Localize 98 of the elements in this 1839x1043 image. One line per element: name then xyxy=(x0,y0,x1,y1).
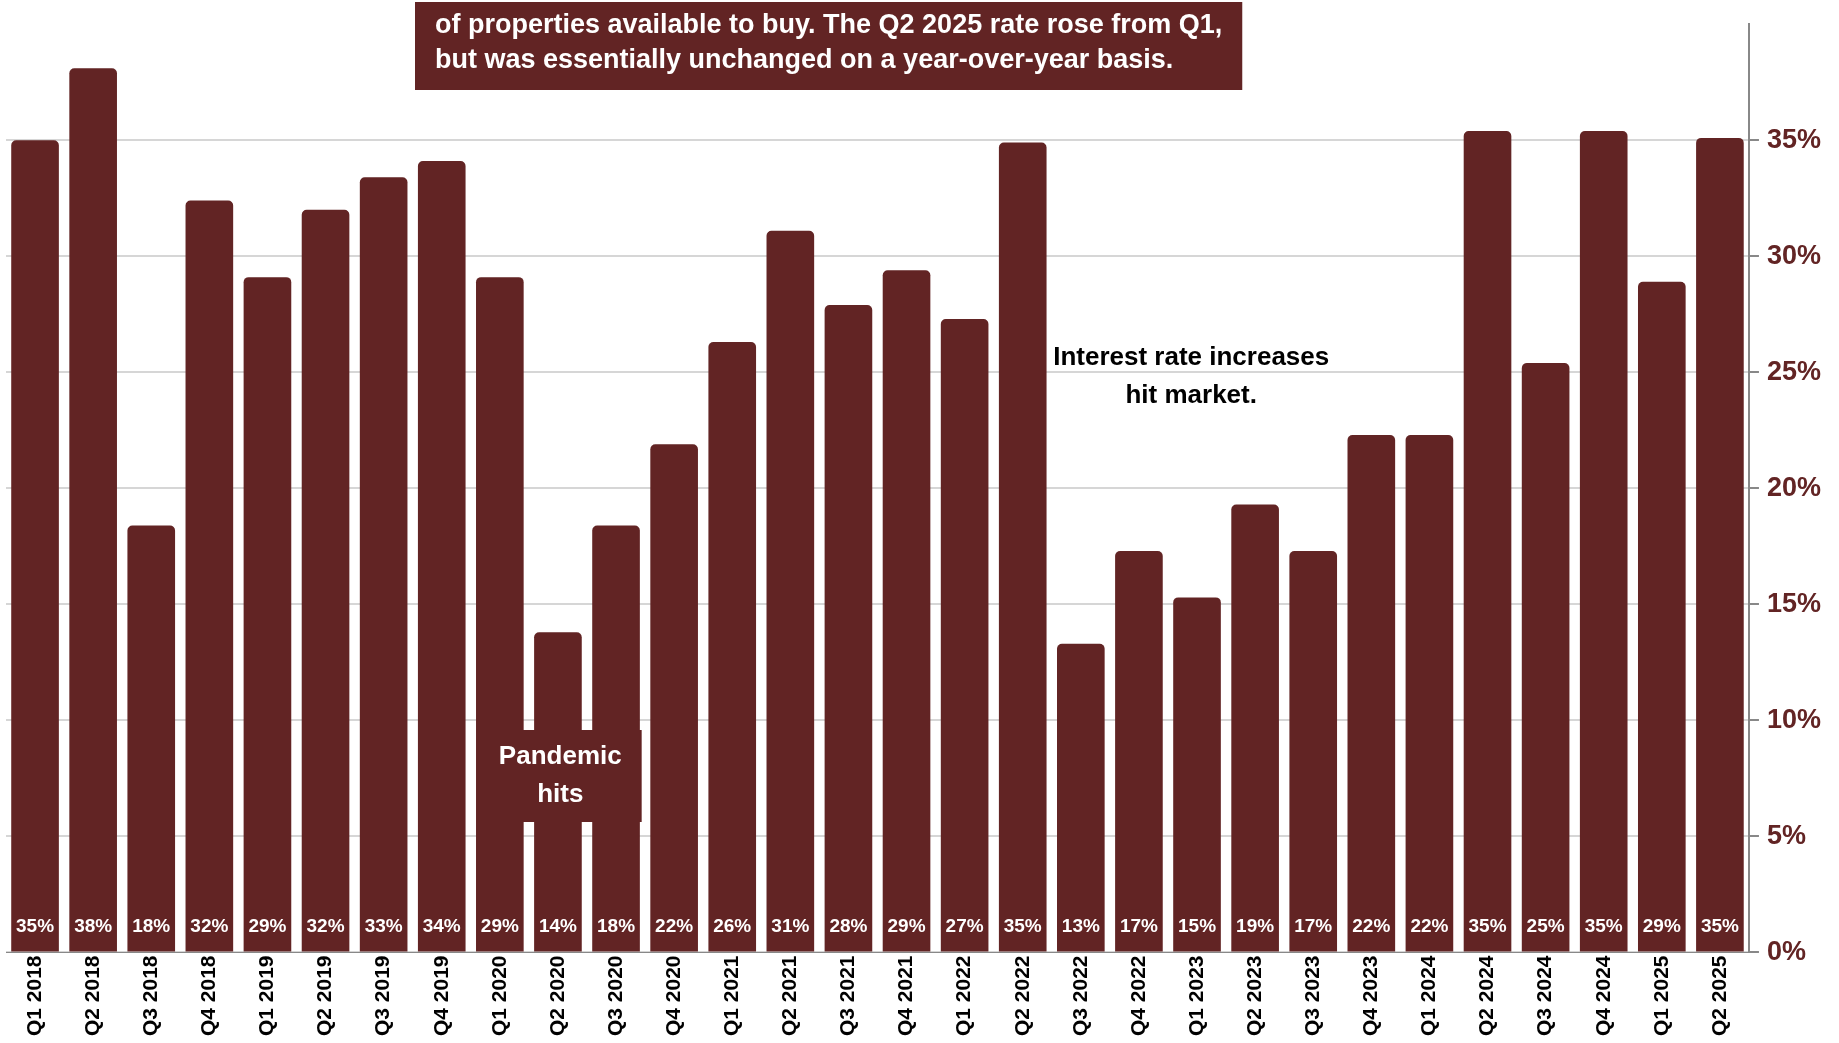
x-tick-label: Q1 2023 xyxy=(1183,955,1207,1037)
y-tick-label: 5% xyxy=(1766,819,1806,850)
bar xyxy=(766,230,815,952)
bar xyxy=(708,342,757,952)
x-tick-label: Q1 2022 xyxy=(951,955,975,1037)
bar xyxy=(185,200,234,952)
bar xyxy=(69,68,117,952)
data-label: 25% xyxy=(1526,914,1565,936)
data-label: 27% xyxy=(945,914,984,936)
bar xyxy=(998,142,1047,952)
bar xyxy=(650,444,698,952)
bar xyxy=(301,209,350,952)
bar xyxy=(1347,434,1396,952)
x-tick-label: Q1 2024 xyxy=(1416,955,1440,1037)
data-label: 35% xyxy=(1468,914,1507,936)
x-tick-label: Q1 2019 xyxy=(254,955,278,1037)
data-label: 31% xyxy=(771,914,810,936)
data-label: 18% xyxy=(132,914,171,936)
bar xyxy=(824,304,873,952)
bar xyxy=(1231,504,1279,952)
x-tick-label: Q3 2021 xyxy=(835,955,859,1037)
annotation: of properties available to buy. The Q2 2025 rate rose from Q1, but was essentially unchanged on a year-over-year basis. xyxy=(435,8,1223,74)
data-label: 15% xyxy=(1178,914,1217,936)
data-label: 32% xyxy=(306,914,345,936)
bar xyxy=(940,318,989,952)
data-label: 22% xyxy=(1352,914,1391,936)
data-label: 29% xyxy=(480,914,519,936)
x-tick-label: Q4 2020 xyxy=(660,955,684,1037)
bar xyxy=(1521,363,1570,952)
data-label: 35% xyxy=(1700,914,1740,936)
x-tick-label: Q4 2023 xyxy=(1358,955,1382,1037)
data-label: 13% xyxy=(1061,914,1100,936)
x-tick-label: Q2 2018 xyxy=(79,955,103,1037)
bar xyxy=(1289,550,1338,952)
y-tick-label: 15% xyxy=(1766,587,1822,618)
bar xyxy=(1463,130,1512,952)
data-label: 28% xyxy=(829,914,868,936)
x-tick-label: Q4 2024 xyxy=(1590,955,1614,1037)
data-label: 33% xyxy=(364,914,403,936)
data-label: 17% xyxy=(1294,914,1333,936)
bar xyxy=(1173,597,1221,952)
annotation: Pandemic hits xyxy=(498,740,622,809)
bar xyxy=(1637,281,1686,952)
data-label: 35% xyxy=(1003,914,1042,936)
x-tick-label: Q2 2023 xyxy=(1241,955,1265,1037)
x-tick-label: Q3 2023 xyxy=(1300,955,1324,1037)
bar xyxy=(1115,550,1163,952)
bar xyxy=(1696,137,1744,952)
y-tick-label: 25% xyxy=(1766,355,1822,386)
x-tick-label: Q3 2024 xyxy=(1532,955,1556,1037)
x-tick-label: Q3 2019 xyxy=(370,955,394,1037)
x-tick-label: Q4 2018 xyxy=(196,955,220,1037)
x-tick-label: Q4 2019 xyxy=(428,955,452,1037)
bar xyxy=(417,161,466,952)
data-label: 29% xyxy=(1642,914,1681,936)
data-label: 29% xyxy=(248,914,287,936)
x-tick-label: Q2 2021 xyxy=(777,955,801,1037)
x-tick-label: Q1 2021 xyxy=(719,955,743,1037)
bar xyxy=(127,525,176,952)
x-tick-label: Q3 2018 xyxy=(138,955,162,1037)
bar xyxy=(11,140,59,952)
y-tick-label: 10% xyxy=(1766,703,1822,734)
x-tick-label: Q2 2019 xyxy=(312,955,336,1037)
x-tick-label: Q1 2018 xyxy=(21,955,45,1037)
data-label: 19% xyxy=(1236,914,1275,936)
y-tick-label: 0% xyxy=(1766,935,1806,966)
bar xyxy=(882,270,931,952)
data-label: 29% xyxy=(887,914,926,936)
x-tick-label: Q4 2021 xyxy=(893,955,917,1037)
data-label: 35% xyxy=(16,914,55,936)
y-tick-label: 35% xyxy=(1766,123,1822,154)
data-label: 14% xyxy=(538,914,578,936)
bar xyxy=(1579,130,1628,952)
bar xyxy=(1057,643,1105,952)
x-tick-label: Q2 2024 xyxy=(1474,955,1498,1037)
y-tick-label: 20% xyxy=(1766,471,1822,502)
data-label: 26% xyxy=(713,914,752,936)
data-label: 22% xyxy=(1410,914,1449,936)
data-label: 17% xyxy=(1119,914,1159,936)
data-label: 22% xyxy=(655,914,694,936)
data-label: 34% xyxy=(422,914,461,936)
x-tick-label: Q2 2025 xyxy=(1706,955,1730,1037)
bar xyxy=(243,277,292,952)
x-tick-label: Q3 2022 xyxy=(1067,955,1091,1037)
x-tick-label: Q4 2022 xyxy=(1125,955,1149,1037)
x-tick-label: Q2 2022 xyxy=(1009,955,1033,1037)
annotation: Interest rate increases hit market. xyxy=(1053,341,1330,410)
data-label: 38% xyxy=(74,914,113,936)
data-label: 18% xyxy=(597,914,636,936)
x-tick-label: Q3 2020 xyxy=(602,955,626,1037)
data-label: 35% xyxy=(1584,914,1623,936)
y-tick-label: 30% xyxy=(1766,239,1822,270)
x-tick-label: Q2 2020 xyxy=(544,955,568,1037)
x-tick-label: Q1 2025 xyxy=(1648,955,1672,1037)
x-tick-label: Q1 2020 xyxy=(486,955,510,1037)
bar xyxy=(359,177,408,952)
data-label: 32% xyxy=(190,914,229,936)
bar xyxy=(1405,434,1454,952)
